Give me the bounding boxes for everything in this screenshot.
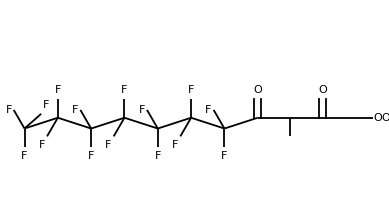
Text: F: F [154,151,161,161]
Text: F: F [39,140,45,150]
Text: F: F [72,105,79,115]
Text: F: F [188,85,194,95]
Text: F: F [5,105,12,115]
Text: F: F [43,100,49,110]
Text: O: O [381,113,389,123]
Text: F: F [88,151,94,161]
Text: F: F [105,140,112,150]
Text: O: O [373,113,382,123]
Text: F: F [138,105,145,115]
Text: F: F [121,85,128,95]
Text: F: F [21,151,28,161]
Text: O: O [318,85,327,95]
Text: F: F [54,85,61,95]
Text: O: O [253,85,262,95]
Text: F: F [205,105,212,115]
Text: F: F [172,140,179,150]
Text: F: F [221,151,228,161]
